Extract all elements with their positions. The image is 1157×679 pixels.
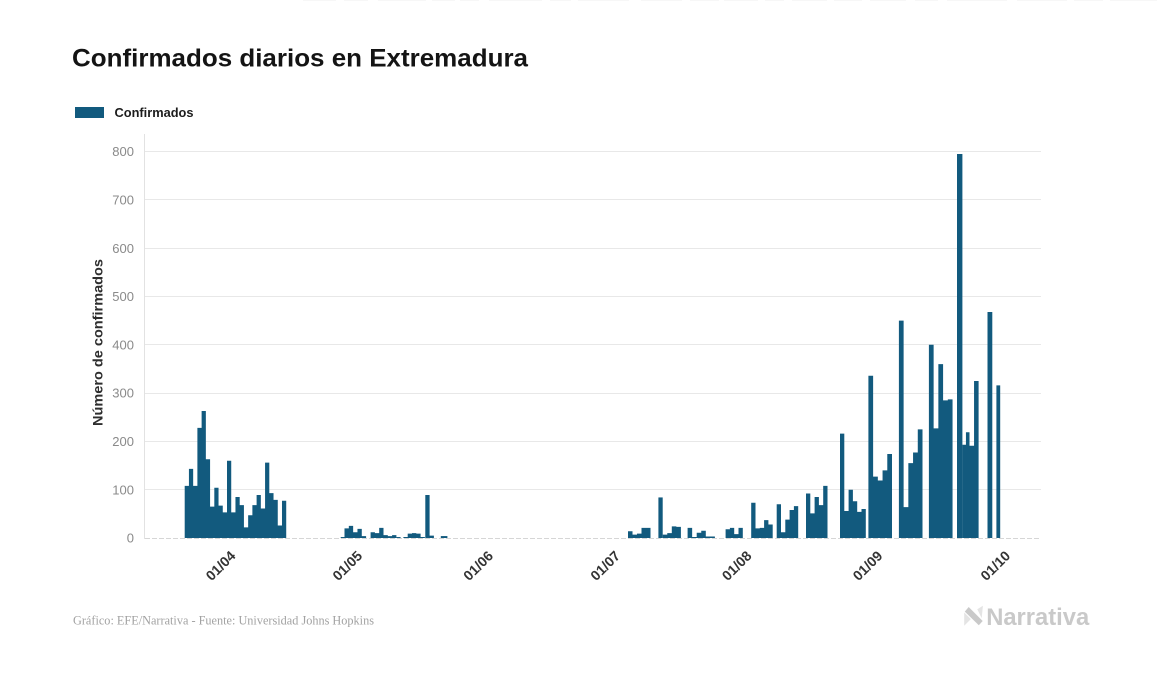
svg-text:400: 400 [112,337,134,352]
svg-text:800: 800 [112,144,134,159]
svg-text:Gráfico: EFE/Narrativa - Fuent: Gráfico: EFE/Narrativa - Fuente: Univers… [73,614,374,628]
svg-text:Confirmados: Confirmados [115,105,194,120]
svg-text:Número de confirmados: Número de confirmados [89,259,105,426]
svg-text:Narrativa: Narrativa [986,604,1090,631]
svg-text:100: 100 [112,482,134,497]
svg-text:0: 0 [127,531,134,546]
svg-text:200: 200 [112,434,134,449]
svg-text:500: 500 [112,289,134,304]
svg-text:600: 600 [112,241,134,256]
svg-text:700: 700 [112,193,134,208]
svg-text:Confirmados diarios en Extrema: Confirmados diarios en Extremadura [72,45,529,73]
svg-text:300: 300 [112,386,134,401]
